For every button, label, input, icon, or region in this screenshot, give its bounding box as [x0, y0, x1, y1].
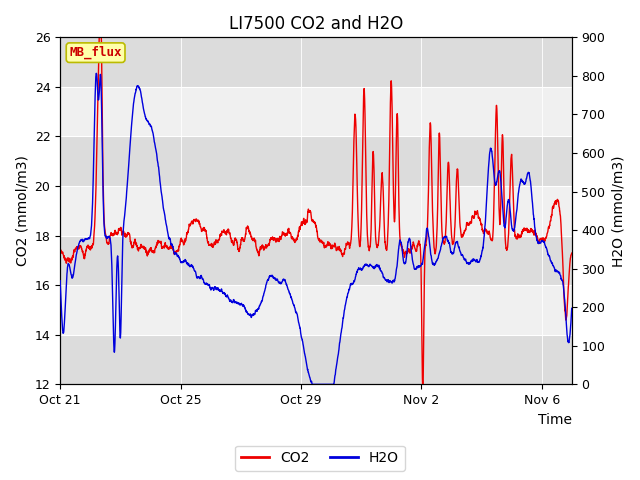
Bar [60, 335, 572, 384]
Text: MB_flux: MB_flux [69, 46, 122, 60]
Legend: CO2, H2O: CO2, H2O [236, 445, 404, 471]
Bar [60, 186, 572, 236]
Bar [60, 87, 572, 136]
X-axis label: Time: Time [538, 413, 572, 427]
Bar [60, 136, 572, 186]
Bar [60, 236, 572, 285]
Bar [60, 285, 572, 335]
Y-axis label: CO2 (mmol/m3): CO2 (mmol/m3) [15, 156, 29, 266]
Bar [60, 37, 572, 87]
Y-axis label: H2O (mmol/m3): H2O (mmol/m3) [611, 155, 625, 266]
Title: LI7500 CO2 and H2O: LI7500 CO2 and H2O [229, 15, 403, 33]
